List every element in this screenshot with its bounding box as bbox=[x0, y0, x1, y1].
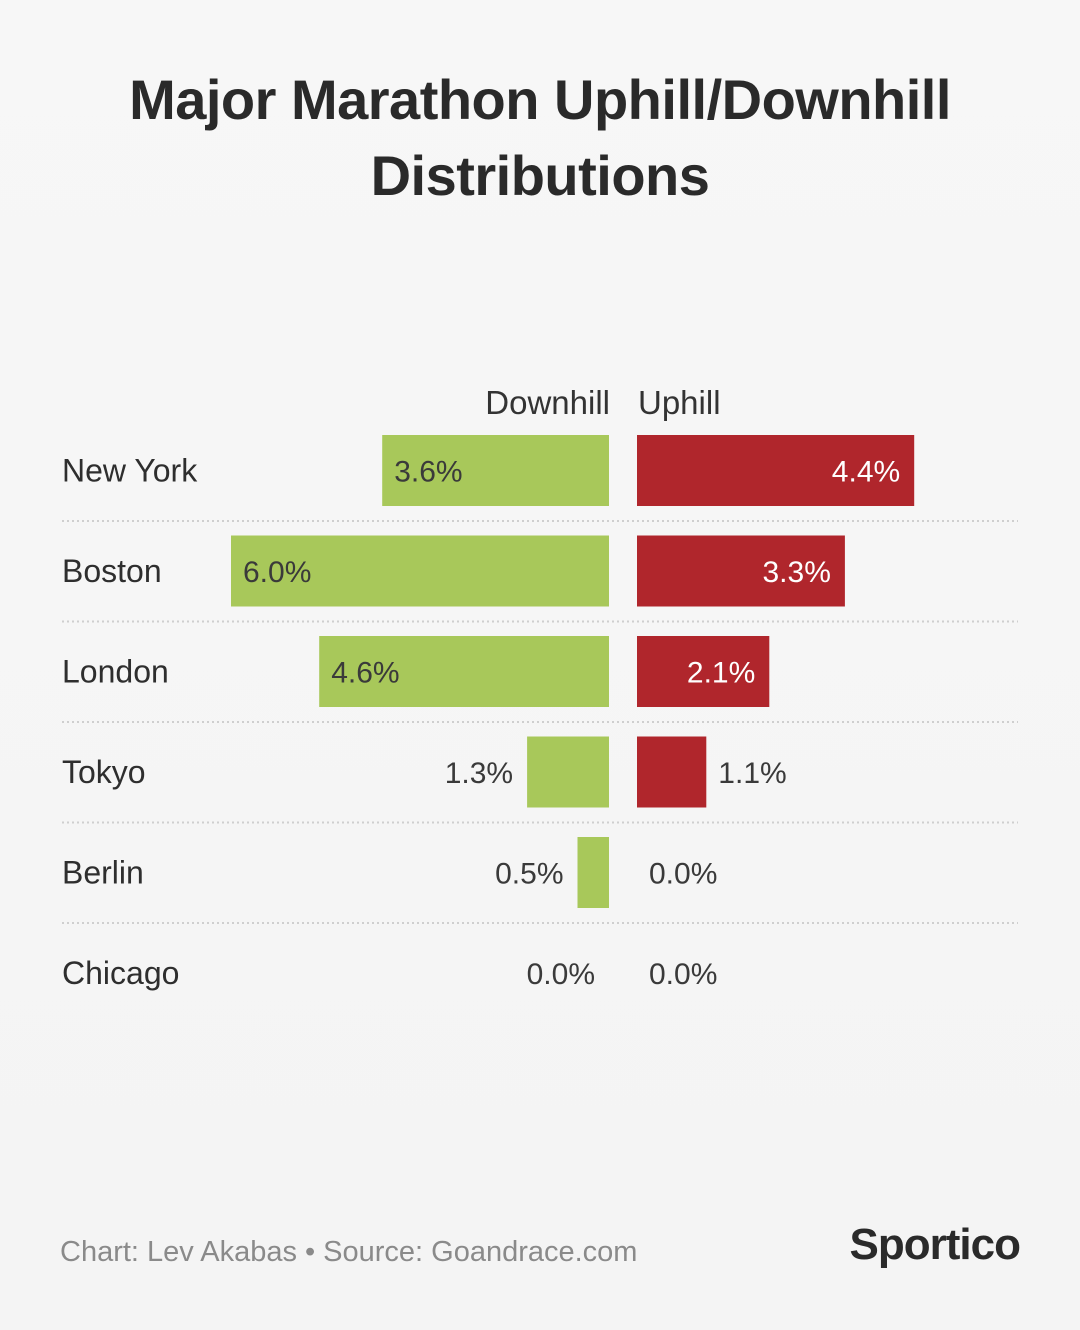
uphill-column-header: Uphill bbox=[638, 384, 721, 421]
uphill-bar bbox=[637, 636, 770, 707]
downhill-value-label: 0.0% bbox=[527, 958, 595, 991]
category-label: Berlin bbox=[62, 855, 144, 891]
downhill-value-label: 3.6% bbox=[394, 456, 462, 489]
downhill-column-header: Downhill bbox=[485, 384, 610, 421]
footer-credits: Chart: Lev Akabas • Source: Goandrace.com bbox=[60, 1232, 637, 1272]
uphill-value-label: 3.3% bbox=[763, 556, 831, 589]
category-label: Chicago bbox=[62, 955, 179, 991]
category-label: London bbox=[62, 654, 169, 690]
downhill-value-label: 1.3% bbox=[445, 757, 513, 790]
uphill-bar bbox=[637, 435, 915, 506]
downhill-bar bbox=[382, 435, 609, 506]
uphill-value-label: 1.1% bbox=[718, 757, 786, 790]
title-line-1: Major Marathon Uphill/Downhill bbox=[129, 68, 951, 131]
downhill-value-label: 0.5% bbox=[495, 858, 563, 891]
chart-credit: Chart: Lev Akabas bbox=[60, 1236, 297, 1268]
downhill-bar bbox=[577, 837, 609, 908]
downhill-value-label: 6.0% bbox=[243, 556, 311, 589]
uphill-value-label: 0.0% bbox=[649, 958, 717, 991]
uphill-value-label: 4.4% bbox=[832, 456, 900, 489]
category-label: New York bbox=[62, 453, 198, 489]
uphill-value-label: 0.0% bbox=[649, 858, 717, 891]
category-label: Boston bbox=[62, 553, 162, 589]
downhill-bar bbox=[319, 636, 609, 707]
category-label: Tokyo bbox=[62, 754, 146, 790]
downhill-bar bbox=[527, 736, 609, 808]
uphill-bar bbox=[637, 736, 707, 808]
chart-title: Major Marathon Uphill/Downhill Distribut… bbox=[0, 62, 1080, 214]
sportico-logo: Sportico bbox=[849, 1220, 1021, 1269]
downhill-bar bbox=[231, 535, 609, 607]
downhill-value-label: 4.6% bbox=[331, 657, 399, 690]
title-line-2: Distributions bbox=[370, 144, 710, 207]
uphill-value-label: 2.1% bbox=[687, 657, 755, 690]
uphill-bar bbox=[637, 535, 845, 607]
footer-separator: • bbox=[304, 1236, 316, 1268]
source-credit: Source: Goandrace.com bbox=[323, 1236, 638, 1268]
